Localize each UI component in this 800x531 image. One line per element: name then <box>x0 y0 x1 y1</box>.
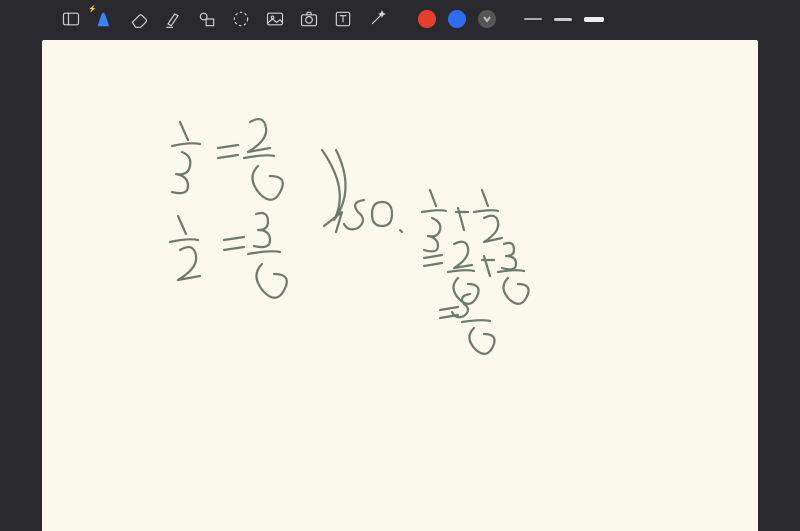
stroke-thick[interactable] <box>584 17 604 22</box>
stroke-med[interactable] <box>554 18 572 21</box>
shapes-icon[interactable] <box>196 8 218 30</box>
ink-frac-1-2 <box>170 216 200 280</box>
ink-rhs2 <box>424 242 529 304</box>
image-icon[interactable] <box>264 8 286 30</box>
eraser-icon[interactable] <box>128 8 150 30</box>
handwriting-layer <box>42 40 758 531</box>
pen-icon[interactable]: ⚡ <box>94 8 116 30</box>
ink-frac-1-3 <box>172 122 200 193</box>
lasso-icon[interactable] <box>230 8 252 30</box>
wand-icon[interactable] <box>366 8 388 30</box>
ink-brace <box>322 150 346 232</box>
drawing-canvas[interactable] <box>42 40 758 531</box>
camera-icon[interactable] <box>298 8 320 30</box>
color-more[interactable] <box>478 10 496 28</box>
ink-eq1 <box>218 145 238 158</box>
panel-icon[interactable] <box>60 8 82 30</box>
ink-so <box>344 200 402 232</box>
chevron-down-icon <box>482 14 492 24</box>
ink-frac-2-6a <box>244 119 283 200</box>
color-red[interactable] <box>418 10 436 28</box>
bluetooth-badge: ⚡ <box>88 5 97 13</box>
stroke-thin[interactable] <box>524 18 542 20</box>
color-blue[interactable] <box>448 10 466 28</box>
text-icon[interactable] <box>332 8 354 30</box>
toolbar: ⚡ <box>0 0 800 40</box>
ink-frac-3-6b <box>248 213 287 298</box>
highlighter-icon[interactable] <box>162 8 184 30</box>
ink-eq2 <box>224 237 244 250</box>
